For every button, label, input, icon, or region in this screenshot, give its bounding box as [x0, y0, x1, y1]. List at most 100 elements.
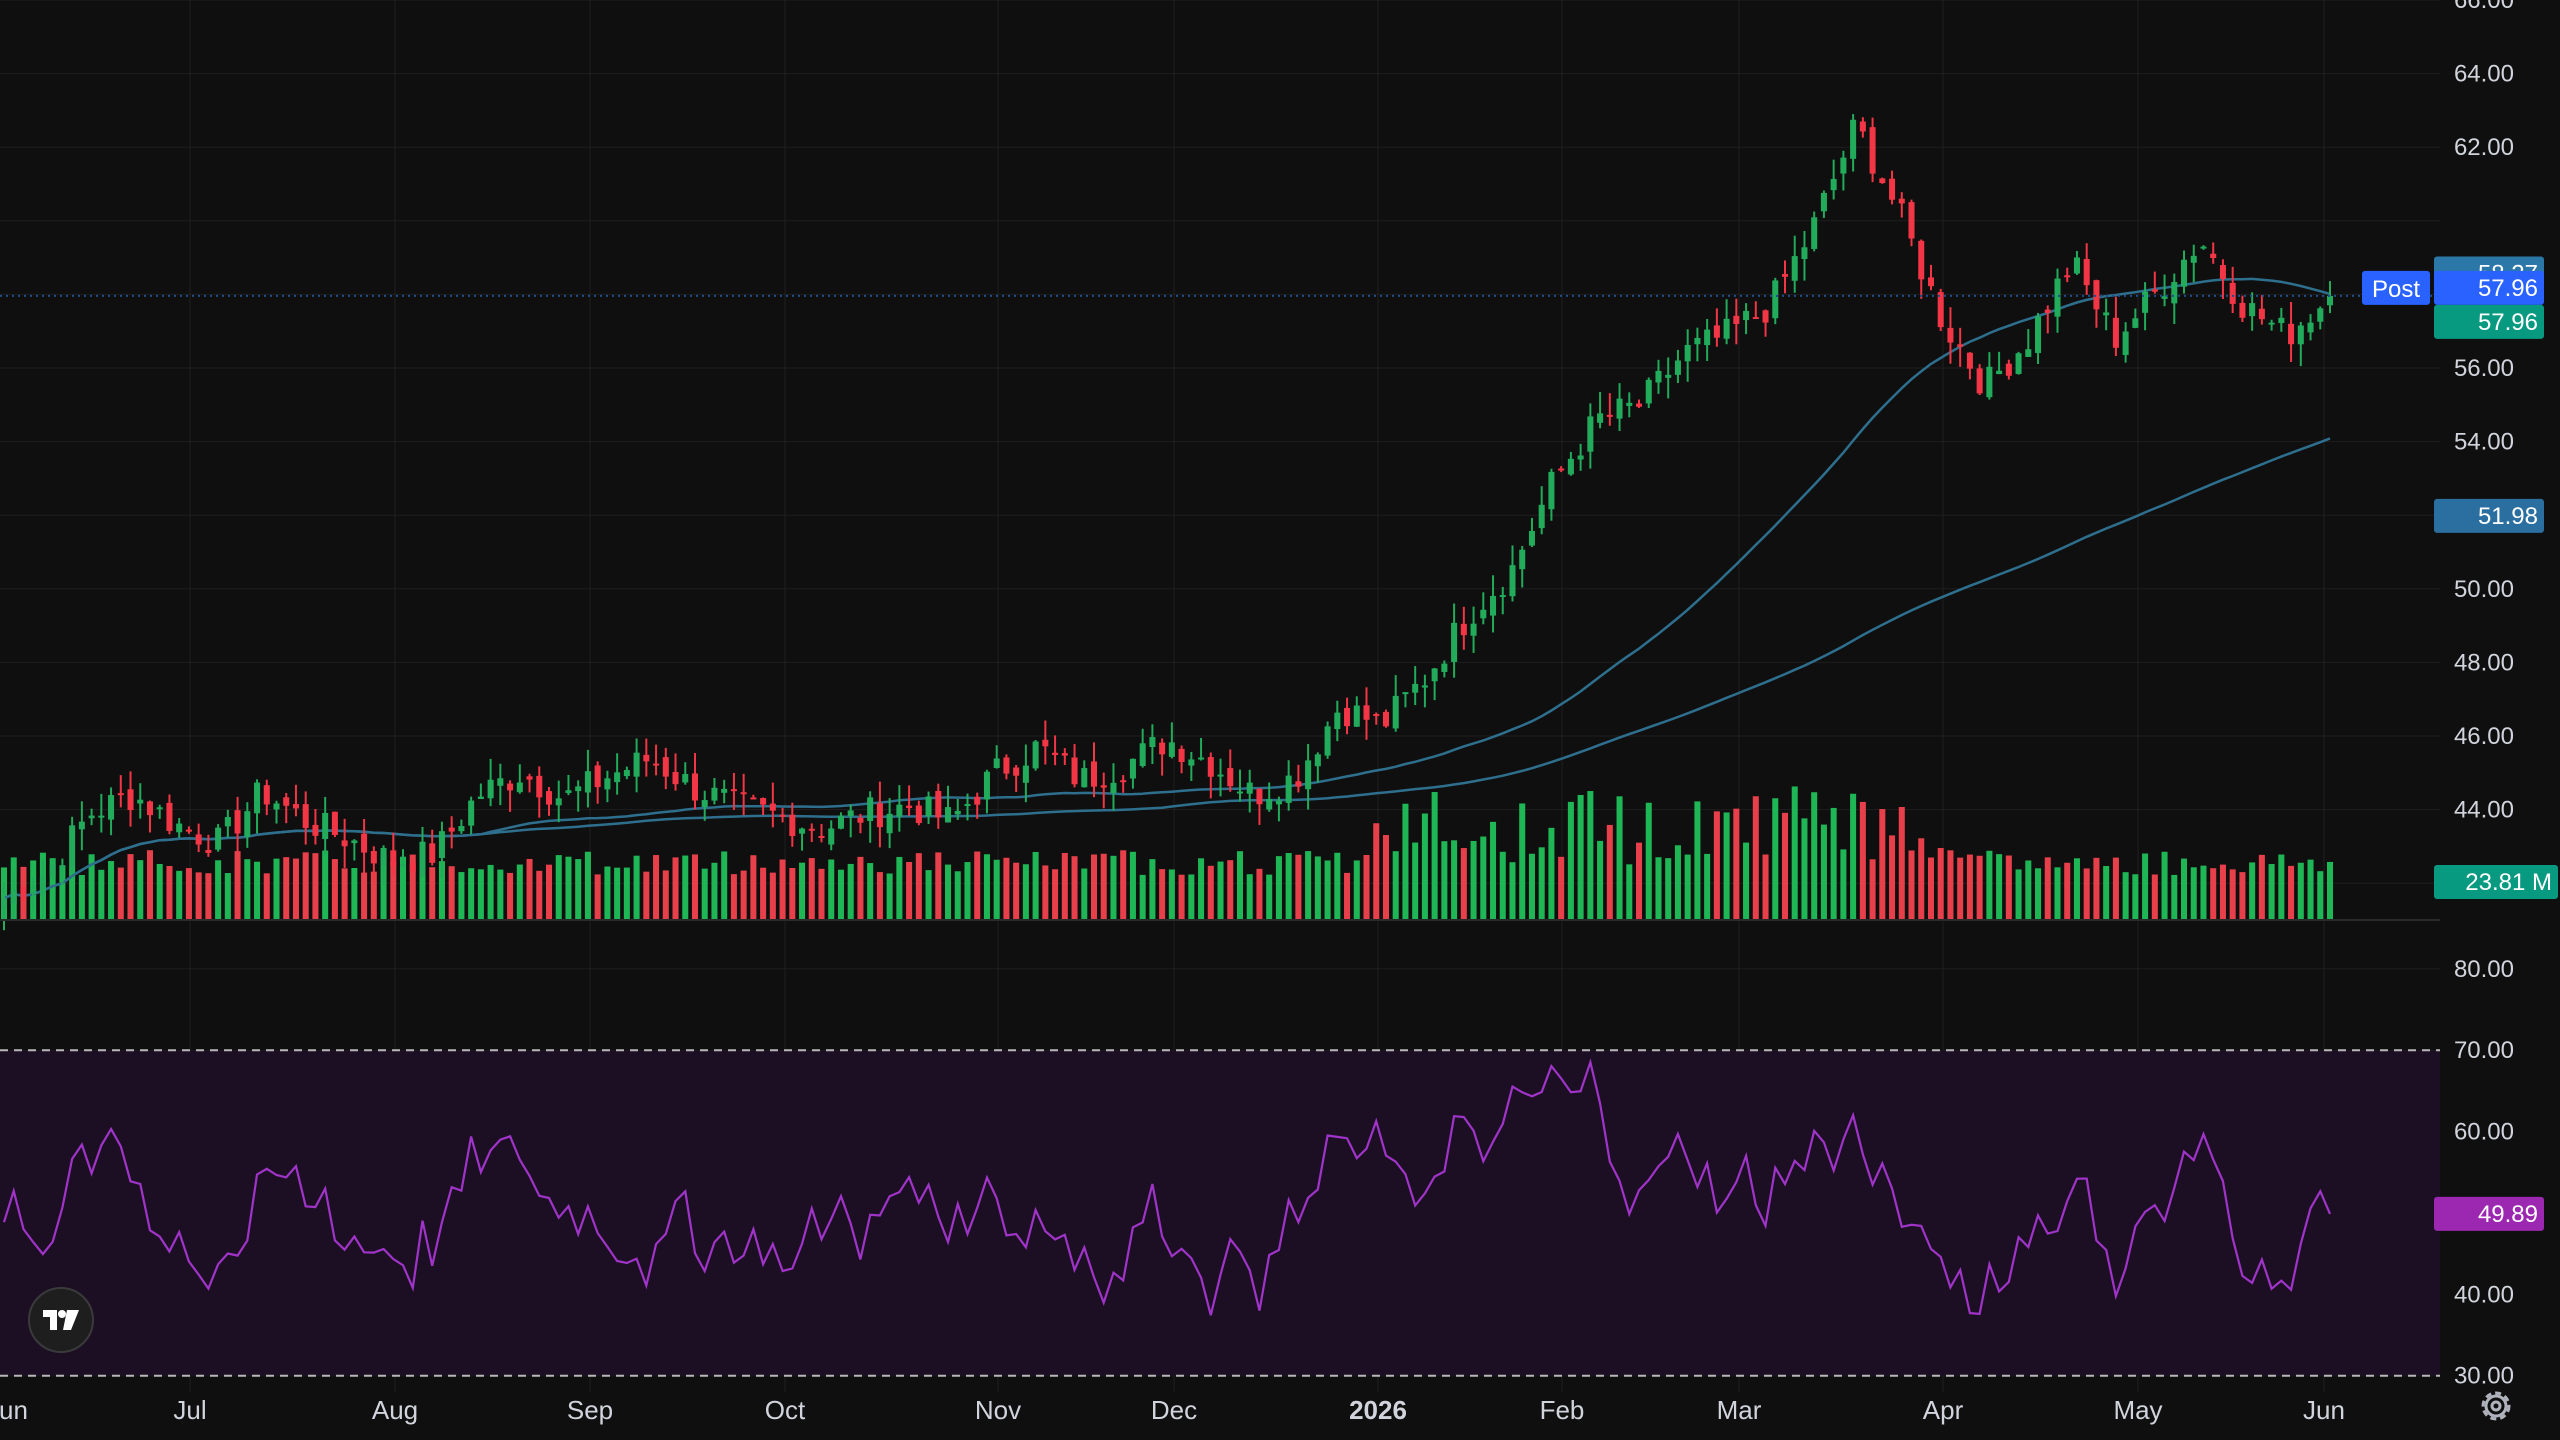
volume-bar	[224, 873, 231, 920]
candle-body	[1431, 668, 1438, 682]
volume-bar	[2025, 860, 2032, 920]
candle-body	[1733, 315, 1740, 324]
candle-body	[1314, 754, 1321, 767]
tradingview-logo[interactable]	[28, 1287, 94, 1353]
candle-body	[1120, 780, 1127, 783]
candle-body	[1188, 759, 1195, 766]
candle-body	[2317, 308, 2324, 322]
candle-body	[263, 785, 270, 805]
volume-bar	[69, 867, 76, 920]
volume-bar	[1684, 854, 1691, 920]
volume-bar	[1937, 847, 1944, 920]
candle-body	[1694, 337, 1701, 345]
volume-bar	[1733, 808, 1740, 920]
volume-bar	[1061, 852, 1068, 920]
candle-body	[409, 863, 416, 872]
candle-body	[2307, 322, 2314, 333]
candle-body	[2278, 317, 2285, 324]
volume-bar	[1713, 811, 1720, 920]
volume-bar	[2083, 868, 2090, 920]
volume-bar	[691, 854, 699, 920]
volume-bar	[2326, 861, 2334, 920]
volume-bar	[915, 853, 922, 920]
candle-body	[1344, 707, 1351, 727]
rsi-axis[interactable]: 80.00 70.00 60.00 40.00 30.00	[2454, 956, 2514, 1390]
volume-bar	[1597, 840, 1604, 920]
volume-bar	[711, 862, 718, 920]
candle-body	[49, 864, 56, 876]
candle-body	[2161, 296, 2168, 299]
volume-bar	[1752, 796, 1759, 920]
candle-body	[487, 779, 494, 799]
candle-body	[993, 758, 1000, 769]
candle-body	[945, 807, 952, 823]
price-axis[interactable]: 66.00 64.00 62.00 56.00 54.00 50.00 48.00 46.00…	[2454, 0, 2514, 897]
volume-bar	[1674, 845, 1681, 920]
candle-body	[507, 783, 514, 791]
candle-body	[1013, 767, 1020, 776]
volume-bar	[925, 870, 932, 920]
candle-body	[769, 803, 776, 811]
volume-bar	[215, 860, 222, 920]
volume-bar	[828, 859, 835, 920]
candle-body	[1090, 761, 1098, 787]
volume-bar	[361, 872, 368, 920]
gear-icon[interactable]	[2476, 1386, 2516, 1426]
candle-body	[536, 775, 543, 798]
volume-bar	[1081, 868, 1088, 920]
candle-body	[458, 826, 465, 832]
volume-bar	[1781, 812, 1789, 920]
candle-body	[1850, 119, 1857, 159]
volume-bar	[1762, 854, 1769, 920]
candle-body	[711, 787, 718, 801]
volume-bar	[146, 850, 154, 920]
candle-body	[1665, 374, 1672, 378]
candle-body	[1840, 157, 1847, 174]
volume-bar	[643, 871, 650, 920]
volume-bar	[867, 863, 874, 920]
volume-bar	[1947, 850, 1954, 920]
candle-body	[1791, 256, 1798, 281]
candle-body	[604, 778, 611, 790]
volume-bar	[1889, 835, 1896, 920]
candle-body	[643, 754, 650, 762]
candle-body	[1509, 565, 1516, 597]
volume-bar	[750, 855, 757, 920]
volume-bar	[1655, 857, 1662, 920]
candle-body	[2268, 322, 2275, 325]
candle-body	[468, 800, 475, 826]
volume-bar	[2219, 864, 2226, 920]
candle-body	[185, 829, 192, 832]
volume-bar	[429, 867, 436, 920]
volume-bar	[1256, 868, 1263, 920]
volume-bar	[575, 859, 582, 920]
time-axis[interactable]: Jun Jul Aug Sep Oct Nov Dec 2026 Feb Mar Apr May Jun	[0, 1395, 2345, 1425]
candle-body	[146, 801, 154, 816]
candle-body	[1256, 788, 1263, 805]
candle-body	[292, 804, 299, 809]
candle-body	[1266, 799, 1273, 810]
volume-bar	[137, 860, 144, 920]
candle-body	[477, 796, 484, 799]
candle-body	[1421, 685, 1428, 688]
candle-body	[1577, 455, 1584, 460]
candle-body	[39, 876, 46, 896]
candle-body	[2015, 353, 2022, 374]
volume-bar	[409, 854, 416, 920]
candle-body	[2200, 246, 2207, 249]
candle-body	[1606, 414, 1613, 417]
volume-bar	[1022, 864, 1029, 920]
candle-body	[1305, 760, 1312, 790]
candle-body	[380, 847, 387, 866]
volume-bar	[1801, 818, 1808, 920]
candle-body	[750, 797, 757, 800]
volume-bar	[438, 861, 445, 920]
volume-bar	[1820, 824, 1827, 920]
volume-bar	[1120, 850, 1127, 920]
volume-bar	[1509, 862, 1516, 920]
candle-body	[1674, 360, 1681, 375]
candle-body	[1139, 743, 1146, 766]
volume-bar	[1198, 858, 1205, 920]
volume-bar	[740, 870, 747, 920]
